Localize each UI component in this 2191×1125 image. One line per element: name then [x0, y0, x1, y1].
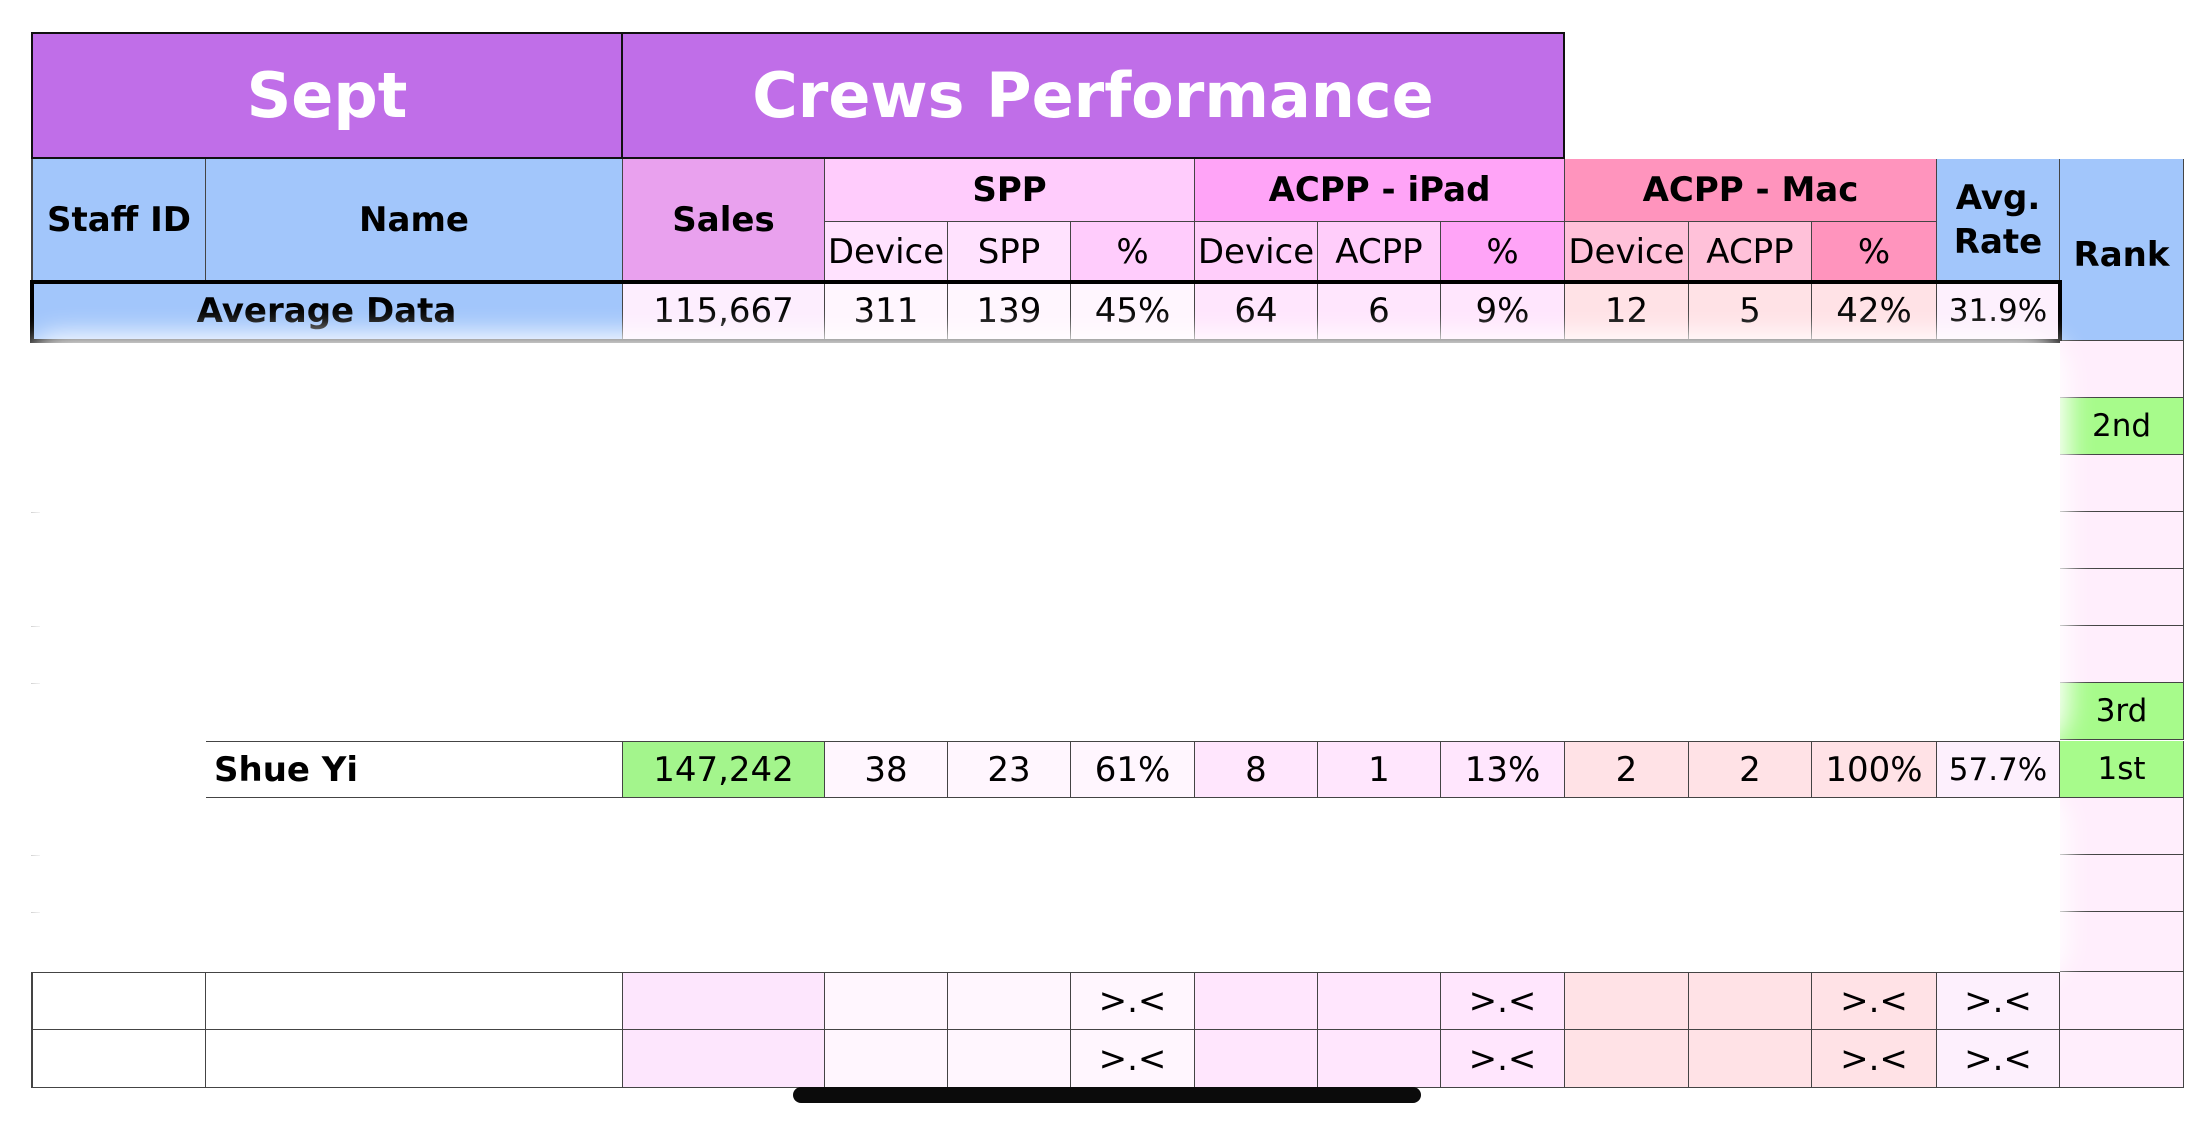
empty-name-cell-2[interactable] — [206, 1030, 623, 1088]
average-sales-cell[interactable]: 115,667 — [623, 282, 825, 341]
empty-mac-acpp-cell-1[interactable] — [1689, 972, 1812, 1030]
rank-cell-13[interactable] — [2060, 1030, 2184, 1088]
empty-mac-pct-cell-2[interactable]: >.< — [1812, 1030, 1937, 1088]
mac-acpp-subheader[interactable]: ACPP — [1689, 222, 1812, 282]
spp-group-header[interactable]: SPP — [825, 159, 1195, 222]
featured-ipad-pct-cell[interactable]: 13% — [1441, 741, 1565, 798]
empty-staff-id-cell-1[interactable] — [31, 972, 206, 1030]
empty-sales-cell-2[interactable] — [623, 1030, 825, 1088]
rank-cell-7[interactable]: 3rd — [2060, 683, 2184, 740]
empty-spp-pct-cell-2[interactable]: >.< — [1071, 1030, 1195, 1088]
staff-id-header[interactable]: Staff ID — [31, 159, 206, 282]
featured-ipad-acpp-cell[interactable]: 1 — [1318, 741, 1441, 798]
gridline-stub — [31, 912, 51, 913]
empty-name-cell-1[interactable] — [206, 972, 623, 1030]
average-ipad-acpp-cell[interactable]: 6 — [1318, 282, 1441, 341]
average-spp-pct-cell[interactable]: 45% — [1071, 282, 1195, 341]
featured-mac-device-cell[interactable]: 2 — [1565, 741, 1689, 798]
empty-ipad-device-cell-1[interactable] — [1195, 972, 1318, 1030]
featured-spp-count-cell[interactable]: 23 — [948, 741, 1071, 798]
average-mac-pct-cell[interactable]: 42% — [1812, 282, 1937, 341]
rank-cell-2[interactable]: 2nd — [2060, 398, 2184, 455]
average-ipad-device-cell[interactable]: 64 — [1195, 282, 1318, 341]
empty-ipad-pct-cell-2[interactable]: >.< — [1441, 1030, 1565, 1088]
featured-name-cell[interactable]: Shue Yi — [206, 741, 623, 798]
month-title-cell[interactable]: Sept — [31, 32, 623, 159]
empty-spp-count-cell-1[interactable] — [948, 972, 1071, 1030]
redacted-area-bottom — [40, 805, 2050, 965]
rank-cell-9[interactable] — [2060, 798, 2184, 855]
ipad-device-subheader[interactable]: Device — [1195, 222, 1318, 282]
featured-spp-device-cell[interactable]: 38 — [825, 741, 948, 798]
empty-sales-cell-1[interactable] — [623, 972, 825, 1030]
empty-avg-rate-cell-2[interactable]: >.< — [1937, 1030, 2060, 1088]
empty-avg-rate-cell-1[interactable]: >.< — [1937, 972, 2060, 1030]
empty-spp-count-cell-2[interactable] — [948, 1030, 1071, 1088]
average-mac-device-cell[interactable]: 12 — [1565, 282, 1689, 341]
spp-pct-subheader[interactable]: % — [1071, 222, 1195, 282]
rank-cell-5[interactable] — [2060, 569, 2184, 626]
average-label-cell[interactable]: Average Data — [31, 282, 623, 341]
featured-ipad-device-cell[interactable]: 8 — [1195, 741, 1318, 798]
avg-rate-header-line2: Rate — [1953, 222, 2043, 262]
empty-ipad-acpp-cell-2[interactable] — [1318, 1030, 1441, 1088]
gridline-stub — [31, 683, 51, 684]
empty-ipad-pct-cell-1[interactable]: >.< — [1441, 972, 1565, 1030]
spp-device-subheader[interactable]: Device — [825, 222, 948, 282]
average-ipad-pct-cell[interactable]: 9% — [1441, 282, 1565, 341]
featured-mac-pct-cell[interactable]: 100% — [1812, 741, 1937, 798]
featured-rank-cell[interactable]: 1st — [2060, 741, 2184, 798]
avg-rate-header[interactable]: Avg. Rate — [1937, 159, 2060, 282]
empty-spp-device-cell-2[interactable] — [825, 1030, 948, 1088]
ipad-pct-subheader[interactable]: % — [1441, 222, 1565, 282]
mac-pct-subheader[interactable]: % — [1812, 222, 1937, 282]
spp-count-subheader[interactable]: SPP — [948, 222, 1071, 282]
rank-header[interactable]: Rank — [2060, 159, 2184, 341]
featured-avg-rate-cell[interactable]: 57.7% — [1937, 741, 2060, 798]
empty-mac-pct-cell-1[interactable]: >.< — [1812, 972, 1937, 1030]
empty-spp-device-cell-1[interactable] — [825, 972, 948, 1030]
gridline-stub — [31, 626, 51, 627]
avg-rate-header-line1: Avg. — [1955, 178, 2041, 218]
featured-sales-cell[interactable]: 147,242 — [623, 741, 825, 798]
rank-cell-6[interactable] — [2060, 626, 2184, 683]
empty-mac-device-cell-2[interactable] — [1565, 1030, 1689, 1088]
average-rate-cell[interactable]: 31.9% — [1937, 282, 2060, 341]
sales-header[interactable]: Sales — [623, 159, 825, 282]
rank-cell-4[interactable] — [2060, 512, 2184, 569]
rank-cell-1[interactable] — [2060, 341, 2184, 398]
ipad-acpp-subheader[interactable]: ACPP — [1318, 222, 1441, 282]
redacted-area-top — [40, 352, 2050, 730]
mac-device-subheader[interactable]: Device — [1565, 222, 1689, 282]
empty-spp-pct-cell-1[interactable]: >.< — [1071, 972, 1195, 1030]
sheet-title-cell[interactable]: Crews Performance — [621, 32, 1565, 159]
rank-cell-3[interactable] — [2060, 455, 2184, 512]
featured-spp-pct-cell[interactable]: 61% — [1071, 741, 1195, 798]
rank-cell-12[interactable] — [2060, 972, 2184, 1030]
name-header[interactable]: Name — [206, 159, 623, 282]
average-mac-acpp-cell[interactable]: 5 — [1689, 282, 1812, 341]
gridline-stub — [31, 855, 51, 856]
acpp-mac-group-header[interactable]: ACPP - Mac — [1565, 159, 1937, 222]
redacted-area-left — [28, 745, 206, 797]
empty-staff-id-cell-2[interactable] — [31, 1030, 206, 1088]
empty-ipad-device-cell-2[interactable] — [1195, 1030, 1318, 1088]
featured-mac-acpp-cell[interactable]: 2 — [1689, 741, 1812, 798]
gridline-stub — [31, 512, 51, 513]
acpp-ipad-group-header[interactable]: ACPP - iPad — [1195, 159, 1565, 222]
average-spp-count-cell[interactable]: 139 — [948, 282, 1071, 341]
home-indicator[interactable] — [793, 1087, 1421, 1103]
empty-mac-device-cell-1[interactable] — [1565, 972, 1689, 1030]
empty-mac-acpp-cell-2[interactable] — [1689, 1030, 1812, 1088]
empty-ipad-acpp-cell-1[interactable] — [1318, 972, 1441, 1030]
average-spp-device-cell[interactable]: 311 — [825, 282, 948, 341]
rank-cell-10[interactable] — [2060, 855, 2184, 912]
rank-cell-11[interactable] — [2060, 912, 2184, 972]
